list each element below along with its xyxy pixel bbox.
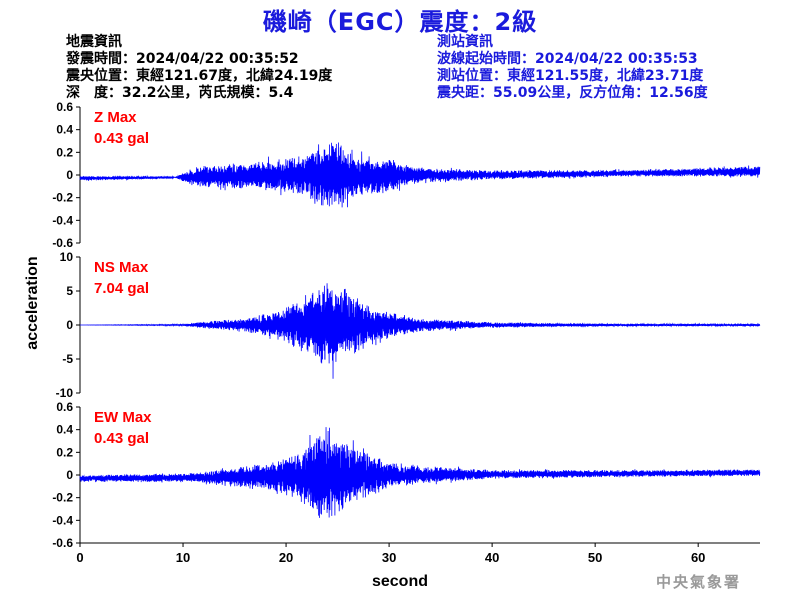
page-title: 磯崎（EGC）震度：2級: [262, 8, 538, 36]
station-info-block: 測站資訊 波線起始時間：2024/04/22 00:35:53 測站位置：東經1…: [437, 34, 708, 102]
wave-start-time: 波線起始時間：2024/04/22 00:35:53: [437, 51, 698, 67]
y-tick-label: -0.4: [52, 213, 73, 227]
max-value-ns: 7.04 gal: [94, 280, 149, 297]
agency-mark: 中央氣象署: [656, 573, 742, 591]
quake-info-heading: 地震資訊: [66, 34, 122, 50]
y-tick-label: 0: [66, 318, 73, 332]
y-tick-label: 0.2: [56, 145, 73, 159]
y-tick-label: -10: [56, 386, 74, 400]
distance-azimuth: 震央距：55.09公里，反方位角：12.56度: [437, 85, 708, 101]
x-tick-label: 40: [485, 550, 499, 565]
x-tick-label: 30: [382, 550, 396, 565]
y-tick-label: 0: [66, 468, 73, 482]
waveform-ns: [80, 283, 761, 379]
quake-info-block: 地震資訊 發震時間：2024/04/22 00:35:52 震央位置：東經121…: [66, 34, 332, 102]
station-info-heading: 測站資訊: [437, 34, 493, 50]
x-tick-label: 60: [691, 550, 705, 565]
y-axis-title: acceleration: [24, 256, 41, 349]
x-tick-label: 20: [279, 550, 293, 565]
origin-time: 發震時間：2024/04/22 00:35:52: [66, 51, 299, 67]
waveform-z: [79, 142, 761, 208]
y-tick-label: -0.6: [52, 236, 73, 250]
y-tick-label: -0.2: [52, 191, 73, 205]
max-value-z: 0.43 gal: [94, 130, 149, 147]
y-tick-label: 0.6: [56, 100, 73, 114]
y-tick-label: 5: [66, 284, 73, 298]
y-tick-label: -0.2: [52, 491, 73, 505]
y-tick-label: 0.6: [56, 400, 73, 414]
y-tick-label: -0.6: [52, 536, 73, 550]
depth-magnitude: 深 度：32.2公里，芮氏規模：5.4: [66, 85, 294, 101]
y-tick-label: 10: [60, 250, 74, 264]
y-tick-label: 0.4: [56, 423, 73, 437]
max-label-z: Z Max: [94, 109, 137, 126]
max-value-ew: 0.43 gal: [94, 430, 149, 447]
x-tick-label: 10: [176, 550, 190, 565]
y-tick-label: 0.2: [56, 445, 73, 459]
x-tick-label: 50: [588, 550, 602, 565]
max-label-ew: EW Max: [94, 409, 152, 426]
x-axis-title: second: [372, 573, 428, 590]
epicenter-location: 震央位置：東經121.67度，北緯24.19度: [66, 68, 333, 84]
x-tick-label: 0: [76, 550, 83, 565]
y-tick-label: 0: [66, 168, 73, 182]
waveform-ew: [79, 427, 761, 518]
station-location: 測站位置：東經121.55度，北緯23.71度: [437, 68, 704, 84]
max-label-ns: NS Max: [94, 259, 149, 276]
y-tick-label: -0.4: [52, 513, 73, 527]
y-tick-label: 0.4: [56, 123, 73, 137]
y-tick-label: -5: [62, 352, 73, 366]
